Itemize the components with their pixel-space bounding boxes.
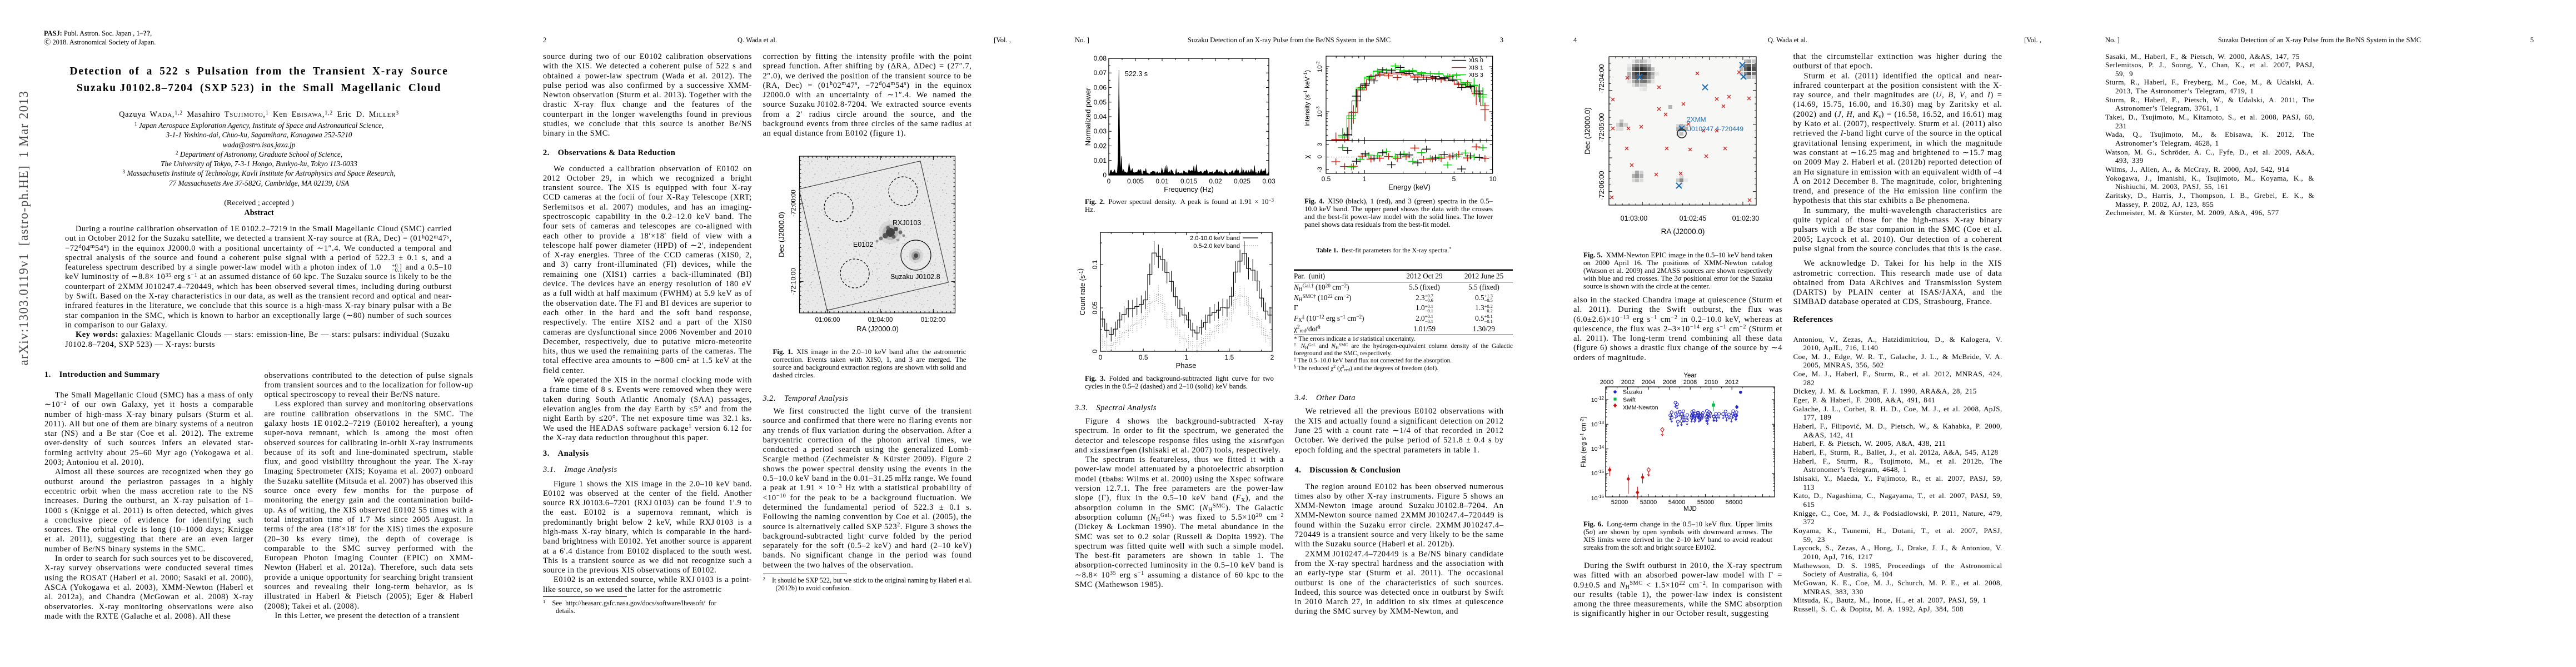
- svg-text:1.5: 1.5: [1224, 354, 1234, 361]
- svg-text:1: 1: [1184, 354, 1188, 361]
- svg-text:0.08: 0.08: [1094, 54, 1107, 62]
- svg-text:2008: 2008: [1683, 379, 1697, 386]
- svg-text:0.06: 0.06: [1094, 84, 1107, 92]
- svg-text:2002: 2002: [1621, 379, 1635, 386]
- svg-text:01:06:00: 01:06:00: [815, 317, 840, 323]
- svg-text:0.025: 0.025: [1234, 177, 1250, 185]
- svg-text:0.03: 0.03: [1262, 177, 1275, 185]
- svg-text:RA (J2000.0): RA (J2000.0): [856, 325, 899, 333]
- svg-text:RA (J2000.0): RA (J2000.0): [1661, 227, 1705, 236]
- svg-text:10-13: 10-13: [1591, 420, 1605, 428]
- svg-text:2XMM: 2XMM: [1687, 116, 1706, 123]
- svg-text:0.015: 0.015: [1180, 177, 1197, 185]
- svg-text:XIS 3: XIS 3: [1469, 72, 1483, 78]
- svg-text:-72:10:00: -72:10:00: [791, 268, 798, 295]
- svg-text:10-12: 10-12: [1591, 396, 1605, 404]
- svg-text:0.02: 0.02: [1209, 177, 1222, 185]
- svg-text:Year: Year: [1683, 372, 1696, 379]
- svg-text:Phase: Phase: [1176, 361, 1197, 370]
- svg-text:10-14: 10-14: [1591, 445, 1605, 452]
- svg-text:XMM-Newton: XMM-Newton: [1623, 405, 1658, 411]
- svg-text:01:02:45: 01:02:45: [1680, 215, 1707, 222]
- svg-text:MJD: MJD: [1683, 506, 1697, 512]
- svg-text:01:04:00: 01:04:00: [868, 317, 893, 323]
- svg-text:0: 0: [1103, 171, 1107, 179]
- svg-text:0.04: 0.04: [1094, 113, 1107, 121]
- svg-text:Intensity (s-1 keV-1): Intensity (s-1 keV-1): [1303, 70, 1311, 127]
- svg-text:10-15: 10-15: [1591, 469, 1605, 477]
- svg-text:0.5: 0.5: [1322, 175, 1331, 183]
- svg-text:10-2: 10-2: [1316, 61, 1323, 72]
- svg-text:2.0-10.0 keV band: 2.0-10.0 keV band: [1190, 235, 1240, 242]
- svg-text:01:02:30: 01:02:30: [1732, 215, 1760, 222]
- svg-text:53000: 53000: [1640, 499, 1657, 506]
- svg-text:5: 5: [1452, 175, 1456, 183]
- svg-text:01:03:00: 01:03:00: [1621, 215, 1648, 222]
- svg-text:Suzaku J0102.8: Suzaku J0102.8: [890, 273, 940, 281]
- svg-text:1: 1: [1363, 175, 1367, 183]
- svg-text:2: 2: [1270, 354, 1274, 361]
- svg-text:Dec (J2000.0): Dec (J2000.0): [1583, 107, 1592, 155]
- svg-text:0: 0: [1107, 177, 1111, 185]
- svg-text:XIS 0: XIS 0: [1469, 57, 1483, 64]
- svg-text:Energy (keV): Energy (keV): [1388, 183, 1431, 191]
- svg-text:0.05: 0.05: [1091, 301, 1099, 315]
- svg-text:522.3 s: 522.3 s: [1125, 70, 1148, 78]
- svg-text:55000: 55000: [1697, 499, 1715, 506]
- svg-text:XIS 1: XIS 1: [1469, 64, 1483, 71]
- svg-text:2010: 2010: [1705, 379, 1718, 386]
- svg-text:Normalized power: Normalized power: [1084, 87, 1092, 146]
- svg-text:2004: 2004: [1642, 379, 1655, 386]
- svg-text:0: 0: [1317, 155, 1323, 158]
- svg-text:0.05: 0.05: [1094, 98, 1107, 106]
- svg-text:10-3: 10-3: [1316, 106, 1323, 117]
- svg-text:0.02: 0.02: [1094, 142, 1107, 150]
- svg-text:Dec (J2000.0): Dec (J2000.0): [778, 212, 786, 257]
- svg-text:J010247.4-720449: J010247.4-720449: [1688, 125, 1743, 133]
- svg-text:54000: 54000: [1668, 499, 1686, 506]
- svg-text:0.5-2.0 keV band: 0.5-2.0 keV band: [1193, 243, 1240, 250]
- svg-text:2006: 2006: [1663, 379, 1676, 386]
- svg-text:0.07: 0.07: [1094, 69, 1107, 77]
- svg-text:10: 10: [1489, 175, 1497, 183]
- svg-text:01:02:00: 01:02:00: [921, 317, 946, 323]
- svg-text:0.03: 0.03: [1094, 127, 1107, 135]
- svg-text:-72:05:00: -72:05:00: [1598, 113, 1606, 143]
- svg-text:0.01: 0.01: [1094, 157, 1107, 165]
- svg-text:-72:06:00: -72:06:00: [1598, 171, 1606, 201]
- svg-text:0.1: 0.1: [1091, 260, 1099, 269]
- svg-text:0: 0: [1091, 349, 1099, 353]
- svg-text:-72:04:00: -72:04:00: [1598, 64, 1606, 94]
- svg-text:10-16: 10-16: [1591, 494, 1605, 502]
- svg-text:2000: 2000: [1600, 379, 1613, 386]
- svg-text:Frequency (Hz): Frequency (Hz): [1164, 185, 1214, 193]
- svg-text:E0102: E0102: [853, 241, 873, 248]
- svg-text:Flux (erg s-1 cm-2): Flux (erg s-1 cm-2): [1579, 416, 1587, 467]
- svg-text:2012: 2012: [1725, 379, 1738, 386]
- svg-text:RXJ0103: RXJ0103: [893, 219, 921, 227]
- svg-text:0: 0: [1099, 354, 1103, 361]
- svg-text:χ: χ: [1303, 155, 1311, 158]
- svg-text:Count rate (s-1): Count rate (s-1): [1077, 268, 1087, 315]
- svg-text:3: 3: [1317, 143, 1323, 146]
- svg-text:-72:00:00: -72:00:00: [791, 190, 798, 217]
- svg-text:Swift: Swift: [1623, 397, 1636, 404]
- svg-text:56000: 56000: [1726, 499, 1743, 506]
- svg-text:0.01: 0.01: [1155, 177, 1169, 185]
- svg-text:-3: -3: [1317, 167, 1323, 172]
- svg-text:52000: 52000: [1611, 499, 1628, 506]
- svg-text:Suzaku: Suzaku: [1623, 389, 1642, 396]
- svg-text:0.005: 0.005: [1127, 177, 1144, 185]
- svg-text:0.5: 0.5: [1139, 354, 1148, 361]
